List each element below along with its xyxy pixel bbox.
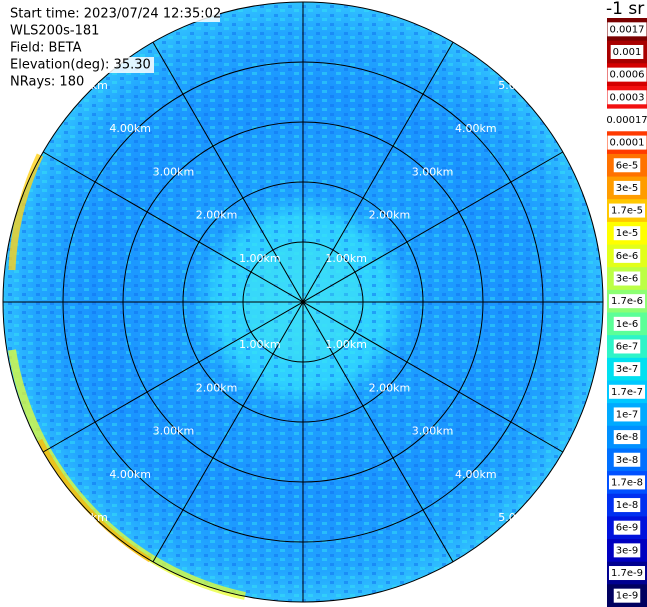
range-label: 5.00km xyxy=(66,511,108,524)
header-bg xyxy=(8,74,88,90)
colorbar-label-bg xyxy=(613,158,641,173)
colorbar-label-bg xyxy=(610,44,644,59)
header-line: NRays: 180 xyxy=(10,75,84,90)
colorbar-label: 6e-7 xyxy=(616,341,639,352)
colorbar-label-bg xyxy=(613,271,641,286)
colorbar-label-bg xyxy=(604,112,647,127)
colorbar-label: 3e-8 xyxy=(616,455,639,466)
colorbar-label-bg xyxy=(608,384,646,399)
range-label: 4.00km xyxy=(109,122,151,135)
colorbar-label: 0.001 xyxy=(613,47,642,58)
colorbar-label: 3e-5 xyxy=(616,183,639,194)
colorbar-label: 1e-9 xyxy=(616,591,639,602)
colorbar-label-bg xyxy=(613,226,641,241)
colorbar-label-bg xyxy=(613,543,641,558)
range-label: 3.00km xyxy=(412,165,454,178)
header-line: Start time: 2023/07/24 12:35:02 xyxy=(10,7,221,22)
range-label: 2.00km xyxy=(369,209,411,222)
colorbar-label-bg xyxy=(608,475,646,490)
colorbar-label-bg xyxy=(607,67,647,82)
range-label: 5.00km xyxy=(498,79,540,92)
azimuth-line xyxy=(152,41,454,563)
colorbar-label-bg xyxy=(613,180,641,195)
colorbar-label: 1.7e-5 xyxy=(611,206,643,217)
colorbar-label: 1e-5 xyxy=(616,228,639,239)
range-label: 1.00km xyxy=(239,338,281,351)
colorbar-label: 3e-9 xyxy=(616,545,639,556)
colorbar-label: 0.00017 xyxy=(606,115,647,126)
colorbar-label: 0.0017 xyxy=(610,24,645,35)
colorbar-label: 1e-7 xyxy=(616,409,639,420)
header-line: WLS200s-181 xyxy=(10,24,99,39)
colorbar-label-bg xyxy=(607,135,647,150)
colorbar-label-bg xyxy=(613,430,641,445)
range-label: 2.00km xyxy=(196,381,238,394)
colorbar-label: 6e-8 xyxy=(616,432,639,443)
range-label: 2.00km xyxy=(196,209,238,222)
colorbar: 0.0017 0.001 0.0006 0.0003 0.00017 0.0001 6e-5… xyxy=(604,18,647,607)
colorbar-label: 1e-6 xyxy=(616,319,639,330)
colorbar-label: 6e-9 xyxy=(616,523,639,534)
colorbar-label-bg xyxy=(607,90,647,105)
colorbar-label-bg xyxy=(607,22,647,37)
colorbar-label: 0.0003 xyxy=(610,92,645,103)
colorbar-label: 1.7e-9 xyxy=(611,568,643,579)
colorbar-label: 3e-6 xyxy=(616,274,639,285)
colorbar-label: 1.7e-7 xyxy=(611,387,643,398)
header-bg xyxy=(8,23,88,39)
range-label: 5.00km xyxy=(498,511,540,524)
header: Start time: 2023/07/24 12:35:02 WLS200s-1… xyxy=(8,6,221,90)
colorbar-label: 6e-5 xyxy=(616,160,639,171)
colorbar-label: 3e-7 xyxy=(616,364,639,375)
range-label: 4.00km xyxy=(455,122,497,135)
header-bg xyxy=(8,40,88,56)
colorbar-label: 6e-6 xyxy=(616,251,639,262)
colorbar-label-bg xyxy=(608,294,646,309)
range-label: 4.00km xyxy=(455,468,497,481)
header-bg xyxy=(8,57,154,73)
colorbar-label-bg xyxy=(613,407,641,422)
range-label: 3.00km xyxy=(412,425,454,438)
range-label: 2.00km xyxy=(369,381,411,394)
colorbar-label-bg xyxy=(613,316,641,331)
colorbar-label: 1.7e-8 xyxy=(611,477,643,488)
range-labels: 1.00km 1.00km 1.00km 1.00km 2.00km 2.00km 2.00… xyxy=(66,79,540,524)
colorbar-label-bg xyxy=(608,566,646,581)
colorbar-label-bg xyxy=(608,203,646,218)
header-line: Elevation(deg): 35.30 xyxy=(10,58,151,73)
range-label: 3.00km xyxy=(153,425,195,438)
colorbar-label-bg xyxy=(613,339,641,354)
colorbar-label: 1e-8 xyxy=(616,500,639,511)
colorbar-label-bg xyxy=(613,248,641,263)
colorbar-label: 1.7e-6 xyxy=(611,296,643,307)
colorbar-label-bg xyxy=(613,588,641,603)
range-label: 3.00km xyxy=(153,165,195,178)
header-bg xyxy=(8,6,220,22)
range-label: 1.00km xyxy=(325,252,367,265)
colorbar-label-bg xyxy=(613,498,641,513)
polar-grid xyxy=(2,1,604,603)
colorbar-label: 0.0001 xyxy=(610,138,645,149)
range-label: 4.00km xyxy=(109,468,151,481)
colorbar-label-bg xyxy=(613,362,641,377)
colorbar-label-bg xyxy=(613,452,641,467)
range-label: 1.00km xyxy=(239,252,281,265)
colorbar-label-bg xyxy=(613,520,641,535)
range-label: 1.00km xyxy=(325,338,367,351)
colorbar-title: -1 sr xyxy=(606,0,644,19)
header-line: Field: BETA xyxy=(10,41,82,56)
colorbar-label: 0.0006 xyxy=(610,70,645,81)
